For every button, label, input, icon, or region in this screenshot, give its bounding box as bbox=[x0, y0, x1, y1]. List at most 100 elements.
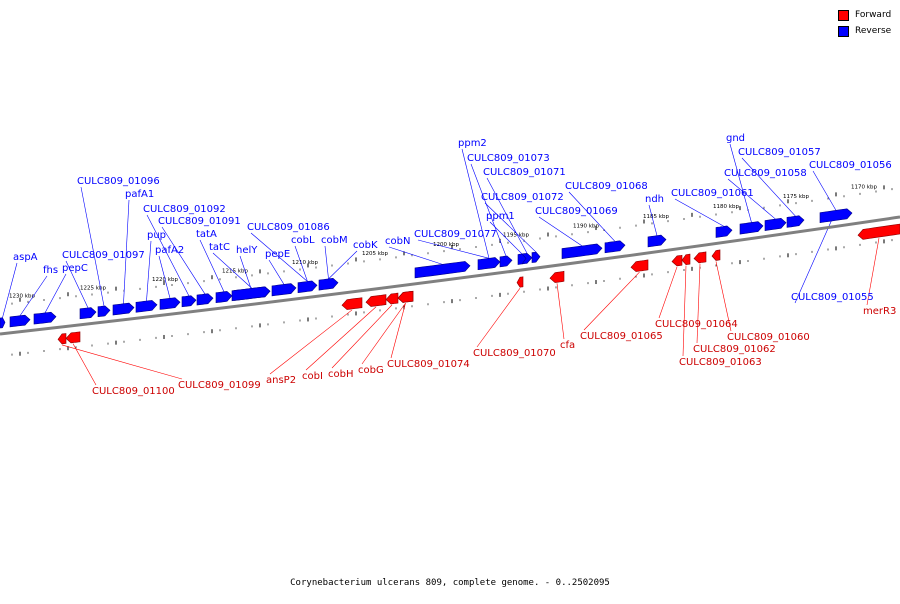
map-caption: Corynebacterium ulcerans 809, complete g… bbox=[290, 578, 610, 588]
gene-culc809-01092[interactable] bbox=[181, 295, 197, 308]
gene-ndh[interactable] bbox=[647, 234, 667, 248]
gene-pafa2[interactable] bbox=[159, 297, 181, 310]
leader-pepc bbox=[44, 273, 67, 314]
gene-ppm1[interactable] bbox=[517, 253, 527, 265]
gene-culc809-01068[interactable] bbox=[604, 240, 626, 254]
gene-pup[interactable] bbox=[135, 300, 158, 313]
leader-culc809-01097 bbox=[65, 260, 89, 309]
leader-culc809-01061 bbox=[674, 198, 725, 227]
leader-ppm2 bbox=[461, 148, 490, 259]
gene-culc809-01071[interactable] bbox=[521, 252, 533, 265]
leader-culc809-01057 bbox=[741, 157, 796, 217]
gene-fhs[interactable] bbox=[9, 314, 31, 328]
label-leader-lines bbox=[2, 143, 880, 386]
leader-pepe bbox=[268, 259, 285, 285]
gene-hely[interactable] bbox=[231, 286, 271, 302]
minor-ticks bbox=[11, 185, 893, 356]
gene-features bbox=[0, 208, 900, 345]
label-cobl: cobL bbox=[291, 235, 315, 246]
gene-ansp2[interactable] bbox=[341, 297, 363, 310]
leader-culc809-01099 bbox=[61, 344, 183, 380]
leader-pup bbox=[146, 240, 152, 302]
label-pafa2: pafA2 bbox=[155, 245, 184, 256]
label-culc809-01073: CULC809_01073 bbox=[467, 153, 550, 164]
leader-culc809-01062 bbox=[696, 263, 701, 344]
leader-culc809-01100 bbox=[72, 343, 97, 386]
gene-gnd[interactable] bbox=[739, 221, 764, 235]
leader-pafa2 bbox=[158, 255, 171, 299]
gene-merr3[interactable] bbox=[857, 223, 900, 240]
gene-culc809-01065[interactable] bbox=[630, 259, 649, 272]
gene-culc809-01056[interactable] bbox=[819, 208, 853, 224]
gene-culc809-01063[interactable] bbox=[681, 253, 691, 266]
label-tata: tatA bbox=[196, 229, 217, 240]
label-merr3: merR3 bbox=[863, 306, 896, 317]
gene-culc809-01057[interactable] bbox=[786, 215, 805, 228]
gene-culc809-01097[interactable] bbox=[79, 307, 97, 320]
label-culc809-01065: CULC809_01065 bbox=[580, 331, 663, 342]
label-culc809-01063: CULC809_01063 bbox=[679, 357, 762, 368]
legend-forward-label: Forward bbox=[855, 10, 892, 20]
gene-pepc[interactable] bbox=[33, 311, 57, 325]
leader-culc809-01056 bbox=[812, 170, 837, 211]
gene-cobm[interactable] bbox=[318, 277, 339, 291]
label-fhs: fhs bbox=[43, 265, 58, 276]
label-cobk: cobK bbox=[353, 240, 378, 251]
gene-culc809-01074[interactable] bbox=[397, 290, 414, 303]
leader-tatc bbox=[212, 252, 253, 289]
label-ppm1: ppm1 bbox=[486, 211, 515, 222]
label-culc809-01077: CULC809_01077 bbox=[414, 229, 497, 240]
label-culc809-01064: CULC809_01064 bbox=[655, 319, 738, 330]
label-culc809-01091: CULC809_01091 bbox=[158, 216, 241, 227]
label-culc809-01099: CULC809_01099 bbox=[178, 380, 261, 391]
label-culc809-01086: CULC809_01086 bbox=[247, 222, 330, 233]
scale-tick-label: 1215 kbp bbox=[222, 268, 248, 274]
gene-cobn[interactable] bbox=[414, 261, 471, 279]
leader-gnd bbox=[729, 143, 752, 223]
gene-pafa1[interactable] bbox=[112, 302, 135, 316]
gene-culc809-01100[interactable] bbox=[65, 331, 81, 344]
gene-culc809-01096[interactable] bbox=[97, 305, 111, 318]
gene-tata[interactable] bbox=[215, 291, 233, 304]
gene-cobh[interactable] bbox=[385, 292, 399, 305]
leader-pafa1 bbox=[123, 199, 130, 304]
scale-tick-label: 1230 kbp bbox=[9, 294, 35, 300]
gene-culc809-01069[interactable] bbox=[561, 243, 603, 259]
gene-culc809-01058[interactable] bbox=[764, 217, 787, 231]
leader-cobm bbox=[324, 245, 329, 279]
gene-culc809-01062[interactable] bbox=[693, 251, 707, 264]
label-ppm2: ppm2 bbox=[458, 138, 487, 149]
gene-aspa[interactable] bbox=[0, 317, 6, 329]
legend-reverse: Reverse bbox=[838, 24, 891, 38]
label-culc809-01096: CULC809_01096 bbox=[77, 176, 160, 187]
gene-cobi[interactable] bbox=[365, 294, 387, 307]
gene-culc809-01070[interactable] bbox=[516, 276, 524, 288]
leader-culc809-01064 bbox=[658, 266, 678, 319]
gene-culc809-01099[interactable] bbox=[57, 333, 67, 345]
label-cfa: cfa bbox=[560, 340, 575, 351]
gene-culc809-01072[interactable] bbox=[531, 251, 541, 263]
leader-culc809-01071 bbox=[486, 177, 528, 254]
leader-fhs bbox=[19, 275, 48, 316]
gene-culc809-01086[interactable] bbox=[297, 280, 318, 294]
gene-culc809-01077[interactable] bbox=[477, 257, 501, 271]
gene-pepe[interactable] bbox=[271, 283, 297, 297]
gene-culc809-01064[interactable] bbox=[671, 254, 683, 267]
scale-tick-label: 1195 kbp bbox=[503, 233, 529, 239]
label-culc809-01061: CULC809_01061 bbox=[671, 188, 754, 199]
gene-culc809-01061[interactable] bbox=[715, 225, 733, 238]
label-gnd: gnd bbox=[726, 133, 745, 144]
gene-labels: aspA fhs pepC CULC809_01097 CULC809_01096paf… bbox=[13, 133, 896, 397]
gene-culc809-01060[interactable] bbox=[711, 249, 721, 261]
label-culc809-01062: CULC809_01062 bbox=[693, 344, 776, 355]
gene-culc809-01091[interactable] bbox=[196, 293, 214, 306]
leader-culc809-01077 bbox=[417, 239, 490, 259]
label-culc809-01068: CULC809_01068 bbox=[565, 181, 648, 192]
label-cobh: cobH bbox=[328, 369, 353, 380]
label-culc809-01071: CULC809_01071 bbox=[483, 167, 566, 178]
gene-culc809-01073[interactable] bbox=[499, 255, 513, 268]
label-culc809-01097: CULC809_01097 bbox=[62, 250, 145, 261]
gene-cfa[interactable] bbox=[549, 270, 565, 283]
